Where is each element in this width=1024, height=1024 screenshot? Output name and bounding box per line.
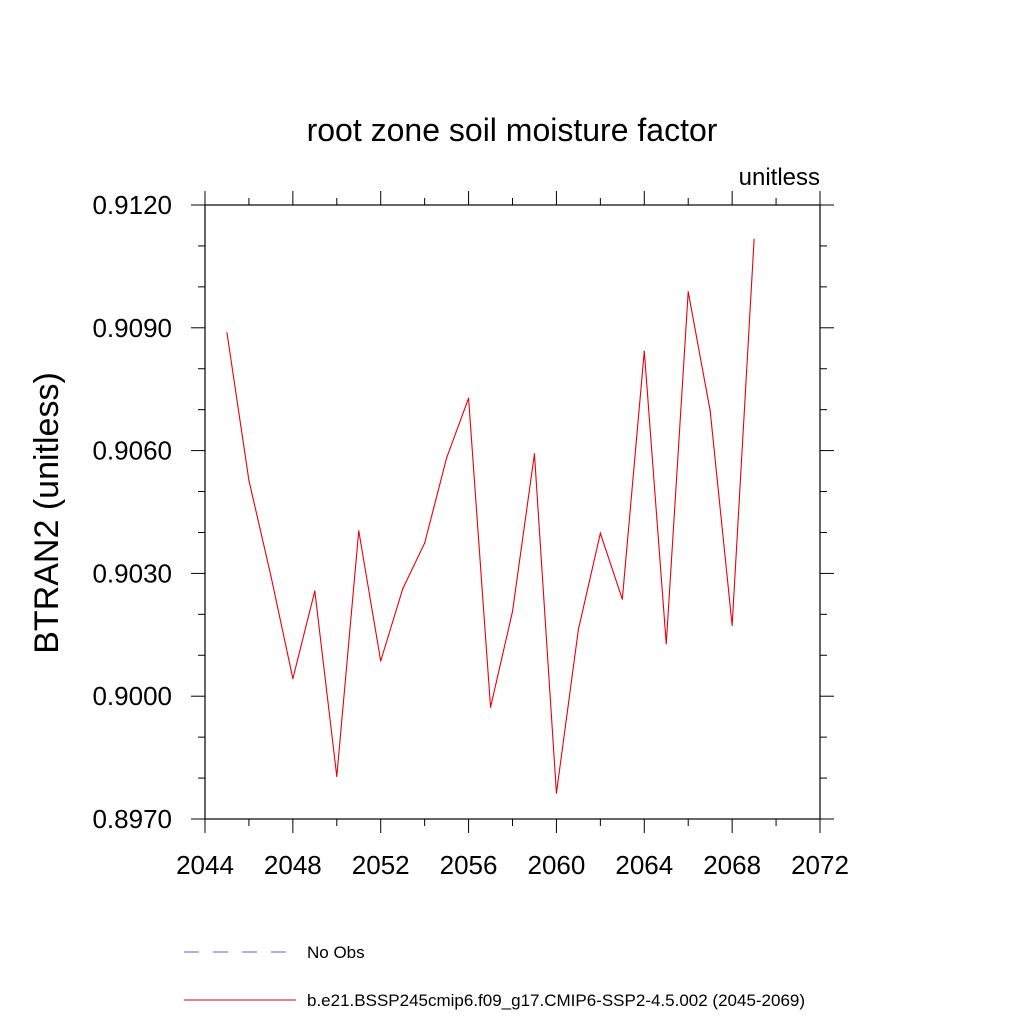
y-axis-label: BTRAN2 (unitless)	[28, 372, 66, 654]
data-point	[270, 575, 272, 577]
x-tick-label: 2056	[440, 850, 498, 880]
data-point	[555, 792, 558, 794]
data-point	[314, 590, 316, 592]
data-point	[424, 542, 426, 544]
data-point	[687, 291, 689, 293]
y-tick-label: 0.9060	[92, 436, 172, 466]
data-point	[358, 530, 360, 532]
x-tick-label: 2048	[264, 850, 322, 880]
y-tick-label: 0.8970	[92, 804, 172, 834]
axes: 2044 2048 2052 2056 2060 2064 2068 2072 0.8970 0.…	[92, 190, 848, 880]
series-line-0	[226, 239, 755, 794]
data-point	[709, 410, 711, 412]
y-tick-label: 0.9000	[92, 681, 172, 711]
data-point	[467, 397, 470, 399]
x-tick-label: 2064	[615, 850, 673, 880]
data-point	[533, 453, 536, 455]
x-tick-label: 2068	[703, 850, 761, 880]
legend-label-1: b.e21.BSSP245cmip6.f09_g17.CMIP6-SSP2-4.…	[307, 991, 805, 1010]
data-point	[248, 479, 250, 482]
x-tick-label: 2052	[352, 850, 410, 880]
data-point	[292, 677, 294, 680]
data-point	[402, 588, 404, 590]
x-tick-label: 2072	[791, 850, 849, 880]
series-layer	[226, 238, 755, 794]
data-point	[446, 457, 448, 459]
x-tick-label: 2060	[528, 850, 586, 880]
y-tick-label: 0.9120	[92, 190, 172, 220]
data-point	[599, 532, 601, 534]
legend-label-0: No Obs	[307, 943, 365, 962]
x-tick-label: 2044	[176, 850, 234, 880]
data-point	[621, 598, 623, 600]
data-point	[577, 628, 579, 631]
data-point	[643, 350, 645, 352]
plot-frame	[204, 204, 821, 820]
data-point	[380, 660, 382, 662]
y-tick-label: 0.9090	[92, 313, 172, 343]
data-point	[753, 238, 755, 240]
y-tick-label: 0.9030	[92, 558, 172, 588]
data-point	[511, 610, 514, 613]
data-point	[226, 332, 228, 334]
data-point	[665, 643, 667, 645]
data-point	[731, 624, 733, 626]
data-point	[336, 775, 338, 778]
units-label: unitless	[739, 164, 820, 191]
legend: No Obs b.e21.BSSP245cmip6.f09_g17.CMIP6-S…	[184, 943, 805, 1010]
data-point	[489, 706, 492, 708]
chart-title: root zone soil moisture factor	[307, 112, 718, 148]
